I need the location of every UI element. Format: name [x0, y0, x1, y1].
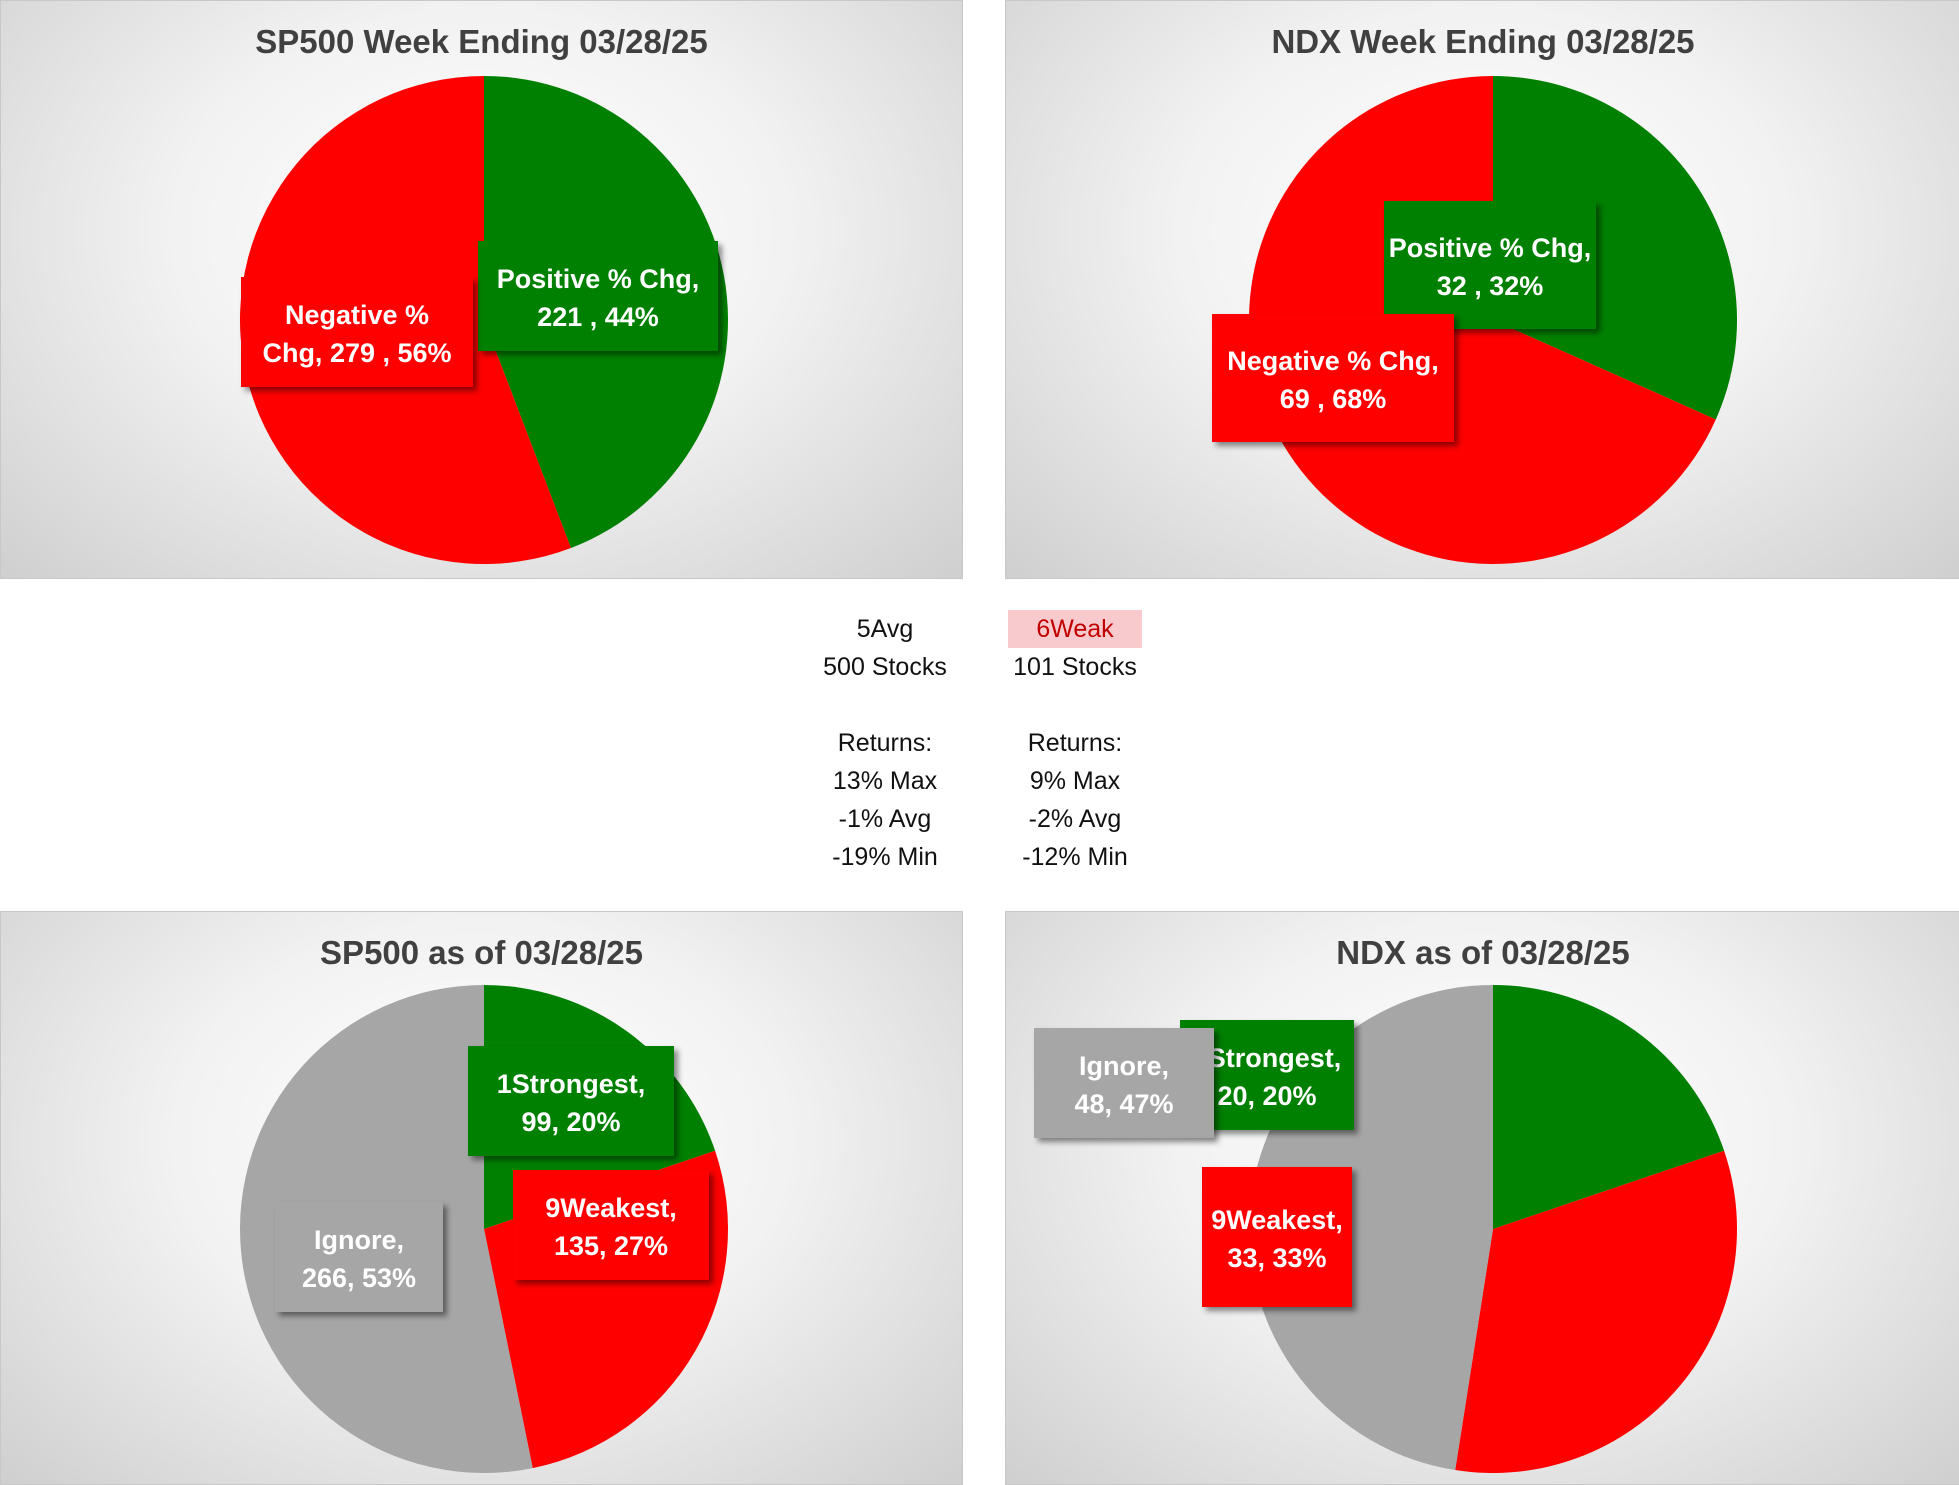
sp500-ranking-label-ignore-line-2: 266, 53%: [302, 1263, 416, 1293]
sp500-weekly-label-negative-chg-line-1: Negative %: [285, 300, 429, 330]
sp500-summary: 5Avg 500 Stocks Returns: 13% Max -1% Avg…: [790, 610, 980, 876]
sp500-ranking-chart-panel: SP500 as of 03/28/25 1Strongest, 99, 20% 9…: [0, 911, 963, 1485]
ndx-returns-avg: -2% Avg: [1028, 805, 1122, 833]
ndx-ranking-label-9weakest-line-1: 9Weakest,: [1211, 1205, 1343, 1235]
ndx-weekly-label-positive-chg-line-1: Positive % Chg,: [1389, 233, 1592, 263]
sp500-weekly-pie: Positive % Chg, 221 , 44% Negative % Chg, 2…: [239, 76, 728, 565]
ndx-ranking-label-1strongest-line-1: 1Strongest,: [1193, 1043, 1342, 1073]
sp500-ranking-label-ignore-line-1: Ignore,: [314, 1225, 404, 1255]
ndx-returns-label: Returns:: [1027, 729, 1123, 757]
ndx-weekly-chart-title: NDX Week Ending 03/28/25: [1271, 23, 1695, 60]
ndx-returns-min: -12% Min: [1022, 843, 1128, 871]
sp500-returns-avg: -1% Avg: [838, 805, 932, 833]
ndx-ranking-label-1strongest-line-2: 20, 20%: [1217, 1081, 1316, 1111]
sp500-ranking-pie: 1Strongest, 99, 20% 9Weakest, 135, 27% Ignor…: [239, 985, 728, 1473]
ndx-rating-badge: 6Weak: [1008, 610, 1142, 648]
ndx-stock-count: 101 Stocks: [1013, 653, 1137, 681]
ndx-weekly-pie: Positive % Chg, 32 , 32% Negative % Chg, 69…: [1212, 76, 1737, 565]
sp500-stock-count: 500 Stocks: [823, 653, 947, 681]
sp500-rating: 5Avg: [856, 615, 914, 643]
ndx-weekly-chart-panel: NDX Week Ending 03/28/25 Positive % Chg,…: [1005, 0, 1959, 579]
ndx-ranking-slice-9weakest: [1455, 1150, 1737, 1473]
sp500-weekly-chart-panel: SP500 Week Ending 03/28/25 Positive % Ch…: [0, 0, 963, 579]
ndx-ranking-label-ignore-line-1: Ignore,: [1079, 1051, 1169, 1081]
sp500-weekly-label-negative-chg-line-2: Chg, 279 , 56%: [262, 338, 451, 368]
sp500-ranking-label-ignore: Ignore, 266, 53%: [275, 1202, 443, 1312]
ndx-summary: 6Weak 101 Stocks Returns: 9% Max -2% Avg…: [980, 610, 1170, 876]
sp500-weekly-label-negative-chg: Negative % Chg, 279 , 56%: [241, 277, 473, 387]
sp500-returns-min: -19% Min: [832, 843, 938, 871]
ndx-ranking-chart-panel: NDX as of 03/28/25 1Strongest, 20, 20% 9We…: [1005, 911, 1959, 1485]
sp500-ranking-label-1strongest-line-2: 99, 20%: [521, 1107, 620, 1137]
ndx-ranking-chart-title: NDX as of 03/28/25: [1336, 934, 1630, 971]
ndx-weekly-label-positive-chg: Positive % Chg, 32 , 32%: [1384, 201, 1596, 329]
sp500-ranking-label-1strongest: 1Strongest, 99, 20%: [468, 1046, 674, 1156]
sp500-weekly-chart-title: SP500 Week Ending 03/28/25: [255, 23, 708, 60]
ndx-ranking-label-9weakest-line-2: 33, 33%: [1227, 1243, 1326, 1273]
sp500-ranking-label-9weakest-line-2: 135, 27%: [554, 1231, 668, 1261]
ndx-ranking-label-ignore: Ignore, 48, 47%: [1034, 1028, 1214, 1138]
sp500-weekly-label-positive-chg-line-1: Positive % Chg,: [497, 264, 700, 294]
sp500-ranking-label-1strongest-line-1: 1Strongest,: [497, 1069, 646, 1099]
sp500-ranking-chart-title: SP500 as of 03/28/25: [320, 934, 643, 971]
ndx-weekly-label-negative-chg: Negative % Chg, 69 , 68%: [1212, 314, 1454, 442]
sp500-returns-max: 13% Max: [832, 767, 938, 795]
ndx-weekly-label-negative-chg-line-2: 69 , 68%: [1280, 384, 1387, 414]
sp500-returns-label: Returns:: [837, 729, 933, 757]
ndx-weekly-label-negative-chg-line-1: Negative % Chg,: [1227, 346, 1439, 376]
ndx-ranking-pie: 1Strongest, 20, 20% 9Weakest, 33, 33% Ignore…: [1034, 985, 1737, 1473]
ndx-weekly-label-positive-chg-line-2: 32 , 32%: [1437, 271, 1544, 301]
ndx-ranking-label-ignore-line-2: 48, 47%: [1074, 1089, 1173, 1119]
ndx-ranking-slice-1strongest: [1493, 985, 1725, 1229]
ndx-ranking-label-9weakest: 9Weakest, 33, 33%: [1202, 1167, 1352, 1307]
ndx-weekly-slice-positive-chg: [1493, 76, 1737, 420]
sp500-ranking-label-9weakest: 9Weakest, 135, 27%: [513, 1170, 709, 1280]
sp500-ranking-label-9weakest-line-1: 9Weakest,: [545, 1193, 677, 1223]
ndx-returns-max: 9% Max: [1029, 767, 1121, 795]
sp500-weekly-label-positive-chg: Positive % Chg, 221 , 44%: [478, 241, 718, 351]
sp500-weekly-label-positive-chg-line-2: 221 , 44%: [537, 302, 659, 332]
